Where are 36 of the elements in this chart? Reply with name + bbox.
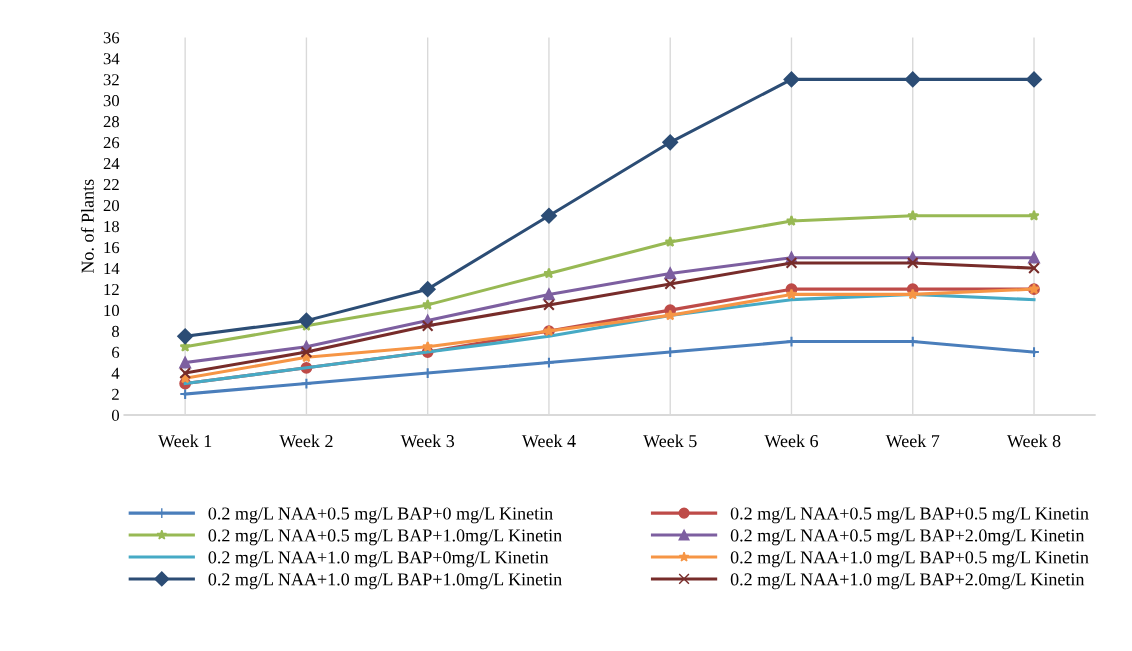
y-tick-label: 4 bbox=[111, 367, 120, 379]
y-tick-label: 30 bbox=[103, 95, 120, 107]
y-tick-label: 12 bbox=[104, 283, 119, 295]
legend-label: 0.2 mg/L NAA+0.5 mg/L BAP+0.5 mg/L Kinetin bbox=[730, 507, 1089, 524]
y-tick-label: 6 bbox=[112, 346, 120, 359]
y-tick-label: 36 bbox=[103, 32, 120, 44]
y-tick-label: 16 bbox=[104, 241, 120, 254]
x-tick-label: Week 8 bbox=[1006, 434, 1061, 448]
y-tick-label: 2 bbox=[112, 388, 119, 400]
legend-label: 0.2 mg/L NAA+1.0 mg/L BAP+0.5 mg/L Kinetin bbox=[730, 551, 1089, 568]
x-tick-label: Week 7 bbox=[885, 434, 940, 448]
y-axis-title: No. of Plants bbox=[80, 179, 94, 274]
y-tick-label: 28 bbox=[103, 116, 120, 128]
y-tick-label: 14 bbox=[104, 262, 120, 274]
x-tick-label: Week 6 bbox=[764, 434, 819, 448]
x-tick-label: Week 3 bbox=[400, 434, 455, 448]
y-tick-label: 22 bbox=[103, 179, 119, 191]
x-tick-label: Week 4 bbox=[521, 434, 576, 448]
legend-label: 0.2 mg/L NAA+0.5 mg/L BAP+1.0mg/L Kinetin bbox=[208, 529, 562, 546]
y-tick-label: 18 bbox=[104, 220, 120, 233]
legend-label: 0.2 mg/L NAA+1.0 mg/L BAP+2.0mg/L Kinetin bbox=[730, 573, 1085, 590]
x-tick-label: Week 5 bbox=[643, 434, 697, 448]
y-tick-label: 24 bbox=[103, 158, 120, 170]
y-tick-label: 26 bbox=[103, 137, 120, 149]
legend-label: 0.2 mg/L NAA+0.5 mg/L BAP+2.0mg/L Kinetin bbox=[730, 529, 1085, 546]
y-tick-label: 20 bbox=[103, 199, 120, 212]
legend-label: 0.2 mg/L NAA+1.0 mg/L BAP+0mg/L Kinetin bbox=[208, 551, 549, 568]
legend-label: 0.2 mg/L NAA+1.0 mg/L BAP+1.0mg/L Kinetin bbox=[208, 573, 562, 590]
y-tick-label: 34 bbox=[103, 53, 120, 65]
x-tick-label: Week 1 bbox=[158, 434, 212, 448]
legend-label: 0.2 mg/L NAA+0.5 mg/L BAP+0 mg/L Kinetin bbox=[208, 507, 553, 524]
y-tick-label: 0 bbox=[111, 409, 120, 421]
y-tick-label: 32 bbox=[103, 74, 119, 86]
y-tick-label: 10 bbox=[104, 304, 120, 317]
y-tick-label: 8 bbox=[111, 325, 120, 338]
x-tick-label: Week 2 bbox=[279, 434, 333, 448]
